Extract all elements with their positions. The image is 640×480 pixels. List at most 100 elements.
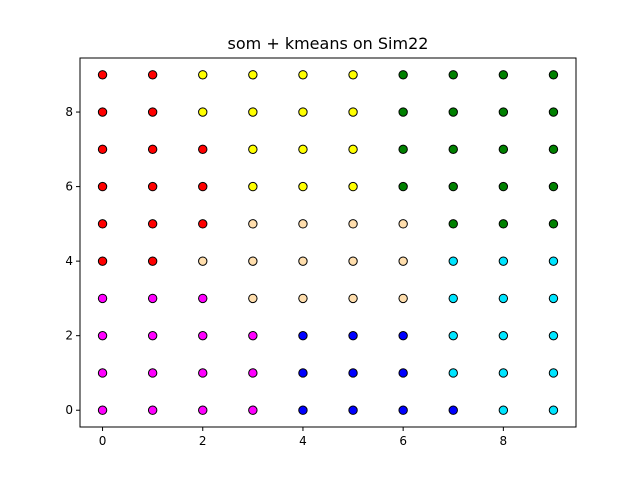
data-point <box>198 181 208 192</box>
y-tick-label: 6 <box>65 180 73 194</box>
data-point <box>248 219 258 229</box>
data-point <box>97 293 108 304</box>
data-point <box>348 405 358 415</box>
data-point <box>498 219 509 229</box>
data-point <box>348 219 358 229</box>
data-point <box>198 144 208 155</box>
data-point <box>147 181 158 192</box>
data-point <box>448 293 458 304</box>
y-tick-label: 0 <box>65 403 73 417</box>
data-point <box>97 368 108 378</box>
data-point <box>398 144 408 155</box>
x-tick-label: 4 <box>299 434 307 448</box>
data-point <box>348 256 358 266</box>
data-point <box>498 368 509 378</box>
data-point <box>498 330 509 341</box>
x-tick-label: 8 <box>500 434 508 448</box>
data-point <box>548 219 559 229</box>
data-point <box>147 144 158 155</box>
data-point <box>498 293 509 304</box>
data-point <box>548 330 559 341</box>
data-point <box>198 70 208 80</box>
data-point <box>97 70 108 80</box>
data-point <box>248 405 258 415</box>
data-point <box>298 219 308 229</box>
data-point <box>97 144 108 155</box>
data-point <box>147 219 158 229</box>
data-point <box>348 330 358 341</box>
data-point <box>548 293 559 304</box>
data-point <box>548 256 559 266</box>
x-tick-label: 0 <box>99 434 107 448</box>
data-point <box>248 144 258 155</box>
data-point <box>448 144 458 155</box>
plot-area: 0 2 4 6 8 0 2 4 6 8 <box>65 57 577 448</box>
x-tick-label: 2 <box>199 434 207 448</box>
data-point <box>147 368 158 378</box>
data-point <box>448 256 458 266</box>
data-point <box>248 330 258 341</box>
data-point <box>97 219 108 229</box>
data-point <box>448 219 458 229</box>
data-point <box>298 181 308 192</box>
data-point <box>448 405 458 415</box>
data-point <box>498 256 509 266</box>
data-point <box>198 219 208 229</box>
data-point <box>147 107 158 117</box>
data-point <box>548 107 559 117</box>
data-point <box>498 107 509 117</box>
data-point <box>398 405 408 415</box>
data-point <box>398 293 408 304</box>
data-point <box>448 368 458 378</box>
data-point <box>498 144 509 155</box>
data-point <box>398 368 408 378</box>
data-point <box>198 368 208 378</box>
data-point <box>348 181 358 192</box>
data-point <box>348 293 358 304</box>
data-point <box>548 181 559 192</box>
data-point <box>248 70 258 80</box>
data-point <box>498 181 509 192</box>
data-point <box>298 144 308 155</box>
data-point <box>97 107 108 117</box>
data-point <box>398 330 408 341</box>
data-point <box>147 256 158 266</box>
data-point <box>348 368 358 378</box>
axes-frame <box>79 57 577 428</box>
data-point <box>248 181 258 192</box>
data-point <box>298 256 308 266</box>
data-point <box>298 293 308 304</box>
data-point <box>97 181 108 192</box>
data-point <box>147 330 158 341</box>
y-tick-label: 4 <box>65 254 73 268</box>
chart-title: som + kmeans on Sim22 <box>228 34 429 53</box>
data-point <box>348 70 358 80</box>
data-point <box>248 107 258 117</box>
data-point <box>248 368 258 378</box>
data-point <box>97 330 108 341</box>
data-point <box>548 70 559 80</box>
data-points <box>97 70 559 415</box>
data-point <box>298 405 308 415</box>
data-point <box>198 256 208 266</box>
data-point <box>198 107 208 117</box>
data-point <box>298 107 308 117</box>
data-point <box>548 405 559 415</box>
data-point <box>448 330 458 341</box>
data-point <box>398 70 408 80</box>
data-point <box>398 256 408 266</box>
data-point <box>147 405 158 415</box>
data-point <box>448 70 458 80</box>
data-point <box>398 181 408 192</box>
data-point <box>548 144 559 155</box>
x-tick-label: 6 <box>399 434 407 448</box>
y-tick-label: 2 <box>65 329 73 343</box>
y-tick-label: 8 <box>65 105 73 119</box>
data-point <box>147 293 158 304</box>
data-point <box>298 330 308 341</box>
data-point <box>398 219 408 229</box>
x-axis-ticks: 0 2 4 6 8 <box>99 427 507 448</box>
data-point <box>498 405 509 415</box>
data-point <box>298 70 308 80</box>
